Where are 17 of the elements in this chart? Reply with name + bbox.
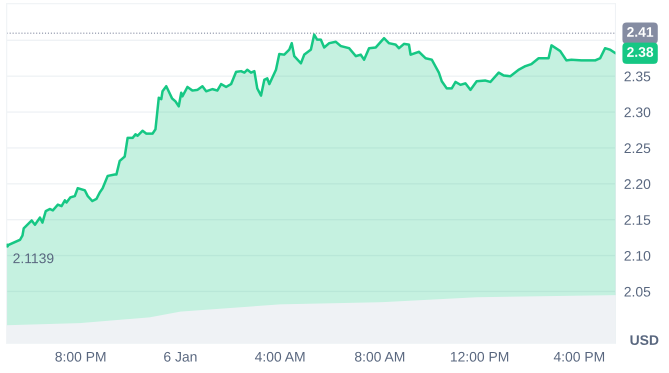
y-tick-label: 2.25 bbox=[624, 143, 650, 154]
x-tick-label: 4:00 AM bbox=[254, 352, 304, 362]
x-tick-label: 12:00 PM bbox=[450, 352, 508, 362]
y-tick-label: 2.20 bbox=[624, 179, 650, 190]
y-tick-label: 2.35 bbox=[624, 72, 650, 82]
annotation: 2.1139 bbox=[13, 253, 54, 264]
x-tick-label: 4:00 PM bbox=[554, 352, 604, 362]
y-axis-title: USD bbox=[630, 335, 658, 346]
y-tick-label: 2.05 bbox=[624, 286, 650, 297]
ref-line-label: 2.41 bbox=[627, 27, 654, 37]
annotation: 2.38 bbox=[627, 47, 654, 57]
y-tick-label: 2.15 bbox=[624, 215, 650, 225]
y-tick-label: 2.30 bbox=[624, 107, 650, 118]
x-tick-label: 6 Jan bbox=[164, 352, 196, 362]
y-tick-label: 2.10 bbox=[624, 250, 650, 261]
x-tick-label: 8:00 AM bbox=[354, 352, 404, 362]
x-tick-label: 8:00 PM bbox=[55, 352, 106, 362]
